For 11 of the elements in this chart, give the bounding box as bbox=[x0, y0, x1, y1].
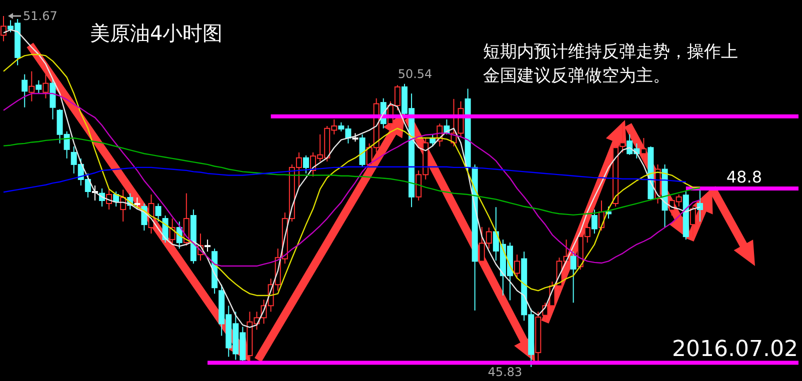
annotation: 50.54 bbox=[398, 67, 432, 81]
candlestick bbox=[204, 239, 211, 252]
chart-title: 美原油4小时图 bbox=[90, 21, 223, 45]
annotation: 51.67 bbox=[23, 9, 58, 23]
candlestick bbox=[28, 70, 35, 102]
ref-line-label: 48.8 bbox=[726, 167, 762, 186]
candlestick bbox=[640, 138, 647, 162]
annotation: 45.83 bbox=[488, 365, 522, 379]
annotation: 短期内预计维持反弹走势，操作上金国建议反弹做空为主。 bbox=[483, 41, 739, 88]
candlestick bbox=[22, 74, 28, 108]
annotation: 2016.07.02 bbox=[672, 337, 798, 362]
